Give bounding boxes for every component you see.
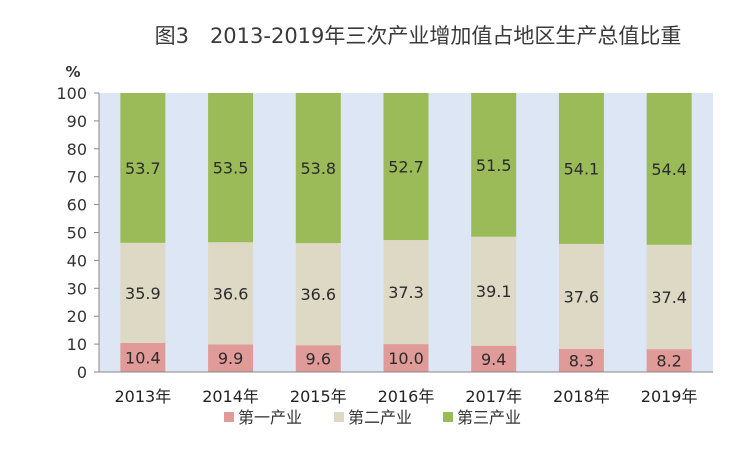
bar-value-label: 37.6 [564, 287, 600, 306]
bar-value-label: 9.6 [306, 350, 331, 369]
bar-segment [383, 240, 429, 345]
legend-swatch [443, 412, 453, 422]
bar-segment [471, 345, 517, 372]
bar-group: 10.4 35.9 53.7 9.9 36.6 53.5 9.6 36.6 53.8 10.0 37… [120, 93, 692, 372]
bar-value-label: 53.7 [125, 159, 161, 178]
y-tick-label: 10 [67, 335, 87, 354]
y-tick-label: 70 [67, 168, 87, 187]
bar-value-label: 51.5 [476, 156, 512, 175]
chart-title: 图3 2013-2019年三次产业增加值占地区生产总值比重 [155, 24, 682, 48]
bar-segment [208, 344, 254, 372]
x-tick-label: 2018年 [553, 387, 610, 406]
legend: 第一产业 第二产业 第三产业 [224, 408, 521, 427]
bar-segment [383, 93, 429, 241]
x-tick-label: 2015年 [290, 387, 347, 406]
bar-segment [383, 344, 429, 372]
bar-value-label: 35.9 [125, 284, 161, 303]
bar-segment [120, 342, 166, 372]
bar-segment [558, 243, 604, 349]
bar-value-label: 10.0 [388, 349, 424, 368]
x-axis: 2013年 2014年 2015年 2016年 2017年 2018年 2019年 [99, 371, 713, 406]
y-tick-label: 60 [67, 196, 87, 215]
y-axis: 0 10 20 30 40 50 60 70 80 90 100 [56, 84, 100, 382]
bar-segment [208, 93, 254, 243]
legend-label: 第二产业 [348, 408, 412, 427]
bar-value-label: 37.4 [651, 288, 687, 307]
bar-value-label: 52.7 [388, 158, 424, 177]
y-tick-label: 40 [67, 251, 87, 270]
bar-segment [558, 93, 604, 244]
bar-segment [646, 244, 692, 350]
bar-segment [471, 93, 517, 237]
bar-segment [471, 236, 517, 346]
y-tick-label: 90 [67, 112, 87, 131]
legend-label: 第一产业 [238, 408, 302, 427]
bar-value-label: 36.6 [300, 285, 336, 304]
bar-segment [646, 349, 692, 372]
y-axis-unit: % [65, 63, 80, 81]
x-tick-label: 2017年 [465, 387, 522, 406]
x-tick-label: 2013年 [114, 387, 171, 406]
bar-value-label: 53.5 [213, 159, 249, 178]
bar-value-label: 36.6 [213, 284, 249, 303]
x-tick-label: 2019年 [641, 387, 698, 406]
bar-segment [120, 93, 166, 243]
x-tick-label: 2014年 [202, 387, 259, 406]
y-tick-label: 20 [67, 307, 87, 326]
bar-segment [295, 345, 341, 372]
bar-value-label: 9.9 [218, 349, 243, 368]
y-tick-label: 80 [67, 140, 87, 159]
bar-segment [558, 348, 604, 372]
bar-segment [120, 242, 166, 343]
bar-value-label: 53.8 [300, 159, 336, 178]
legend-swatch [334, 412, 344, 422]
x-tick-label: 2016年 [378, 387, 435, 406]
bar-value-label: 54.1 [564, 159, 600, 178]
y-tick-label: 0 [77, 363, 87, 382]
bar-value-label: 39.1 [476, 282, 512, 301]
bar-value-label: 8.2 [656, 352, 681, 371]
y-tick-label: 30 [67, 279, 87, 298]
y-tick-label: 50 [67, 224, 87, 243]
y-tick-label: 100 [56, 84, 87, 103]
bar-value-label: 9.4 [481, 350, 506, 369]
bar-value-label: 10.4 [125, 348, 161, 367]
bar-value-label: 8.3 [569, 351, 594, 370]
bar-segment [208, 242, 254, 345]
bar-segment [295, 243, 341, 346]
legend-label: 第三产业 [457, 408, 521, 427]
legend-swatch [224, 412, 234, 422]
bar-segment [646, 93, 692, 245]
bar-value-label: 37.3 [388, 283, 424, 302]
bar-segment [295, 93, 341, 244]
bar-value-label: 54.4 [651, 160, 687, 179]
